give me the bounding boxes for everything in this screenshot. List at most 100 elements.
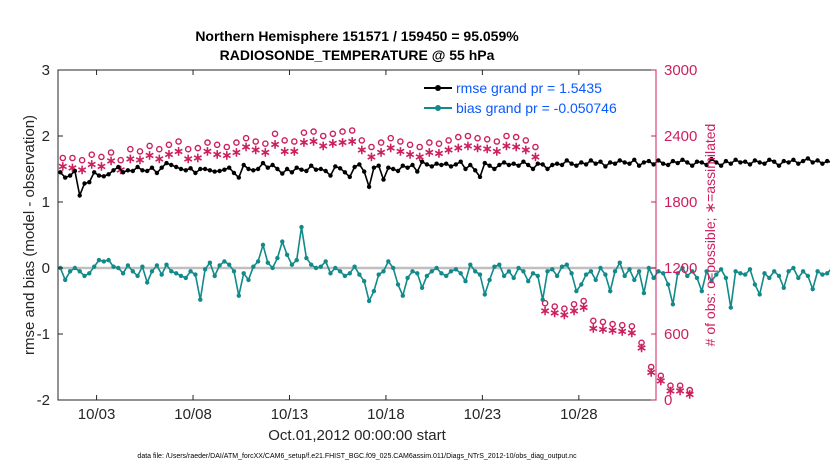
rmse-series-point xyxy=(536,162,540,166)
rmse-series-point xyxy=(145,169,149,173)
rmse-series-point xyxy=(164,161,168,165)
rmse-series-point xyxy=(579,160,583,164)
bias-series-point xyxy=(632,278,636,282)
rmse-series-point xyxy=(420,160,424,164)
bias-series-point xyxy=(145,280,149,284)
bias-series-point xyxy=(492,265,496,269)
rmse-series-point xyxy=(454,162,458,166)
rmse-series-point xyxy=(589,158,593,162)
bias-series-point xyxy=(541,298,545,302)
rmse-series-point xyxy=(738,160,742,164)
bias-series-point xyxy=(507,269,511,273)
bias-series-point xyxy=(811,287,815,291)
rmse-series-point xyxy=(608,160,612,164)
bias-series-point xyxy=(651,276,655,280)
rmse-series-point xyxy=(439,163,443,167)
rmse-series-point xyxy=(651,162,655,166)
rmse-series-point xyxy=(632,158,636,162)
rmse-series-point xyxy=(483,161,487,165)
bias-series-point xyxy=(637,269,641,273)
bias-series-point xyxy=(73,266,77,270)
rmse-series-point xyxy=(343,170,347,174)
rmse-series-point xyxy=(213,169,217,173)
bias-series-point xyxy=(425,274,429,278)
legend-bias-marker xyxy=(435,105,441,111)
rmse-series-point xyxy=(319,167,323,171)
bias-series-point xyxy=(584,272,588,276)
bias-series-point xyxy=(352,265,356,269)
rmse-series-point xyxy=(425,162,429,166)
rmse-series-point xyxy=(126,168,130,172)
bias-series-point xyxy=(444,274,448,278)
rmse-series-point xyxy=(647,159,651,163)
bias-series-point xyxy=(521,269,525,273)
y-left-tick-label: -1 xyxy=(37,326,50,343)
rmse-series-point xyxy=(733,158,737,162)
bias-series-point xyxy=(222,259,226,263)
rmse-series-point xyxy=(362,169,366,173)
bias-series-point xyxy=(642,291,646,295)
rmse-series-point xyxy=(463,167,467,171)
bias-series-point xyxy=(468,263,472,267)
rmse-series-point xyxy=(150,166,154,170)
rmse-series-point xyxy=(623,160,627,164)
rmse-series-point xyxy=(237,175,241,179)
rmse-series-point xyxy=(106,172,110,176)
bias-series-point xyxy=(623,274,627,278)
bias-series-point xyxy=(738,271,742,275)
bias-series-point xyxy=(314,266,318,270)
x-tick-label: 10/08 xyxy=(174,406,212,423)
bias-series-point xyxy=(237,294,241,298)
rmse-series-point xyxy=(613,162,617,166)
rmse-series-point xyxy=(102,174,106,178)
y-right-tick-label: 3000 xyxy=(664,62,697,79)
bias-series-point xyxy=(333,266,337,270)
bias-series-point xyxy=(386,259,390,263)
bias-series-point xyxy=(516,266,520,270)
rmse-series-point xyxy=(680,158,684,162)
bias-series-point xyxy=(531,271,535,275)
rmse-series-point xyxy=(791,158,795,162)
bias-series-point xyxy=(729,305,733,309)
x-tick-label: 10/28 xyxy=(560,406,598,423)
rmse-series-point xyxy=(188,166,192,170)
bias-series-point xyxy=(391,266,395,270)
bias-series-point xyxy=(102,259,106,263)
rmse-series-point xyxy=(314,168,318,172)
bias-series-point xyxy=(473,269,477,273)
bias-series-point xyxy=(126,263,130,267)
rmse-series-point xyxy=(203,167,207,171)
rmse-series-point xyxy=(174,165,178,169)
rmse-series-point xyxy=(695,160,699,164)
rmse-series-point xyxy=(478,175,482,179)
legend-rmse-marker xyxy=(435,85,441,91)
bias-series-point xyxy=(478,272,482,276)
bias-series-point xyxy=(242,271,246,275)
bias-series-point xyxy=(106,258,110,262)
rmse-series-point xyxy=(555,162,559,166)
rmse-series-point xyxy=(618,158,622,162)
bias-series-point xyxy=(232,269,236,273)
bias-series-point xyxy=(299,225,303,229)
rmse-series-point xyxy=(78,193,82,197)
rmse-series-point xyxy=(753,158,757,162)
rmse-series-point xyxy=(782,159,786,163)
rmse-series-point xyxy=(63,175,67,179)
rmse-series-point xyxy=(169,163,173,167)
rmse-series-point xyxy=(449,164,453,168)
legend-rmse-label: rmse grand pr = 1.5435 xyxy=(456,80,602,96)
chart-title-line2: RADIOSONDE_TEMPERATURE @ 55 hPa xyxy=(220,47,495,63)
bias-series-point xyxy=(295,258,299,262)
rmse-series-point xyxy=(685,160,689,164)
rmse-series-point xyxy=(405,166,409,170)
rmse-series-point xyxy=(512,162,516,166)
bias-series-point xyxy=(579,282,583,286)
rmse-series-point xyxy=(295,166,299,170)
bias-series-point xyxy=(203,267,207,271)
rmse-series-point xyxy=(430,164,434,168)
bias-series-point xyxy=(193,272,197,276)
obs-assimilated-point: ∗ xyxy=(530,149,541,164)
rmse-series-point xyxy=(459,160,463,164)
